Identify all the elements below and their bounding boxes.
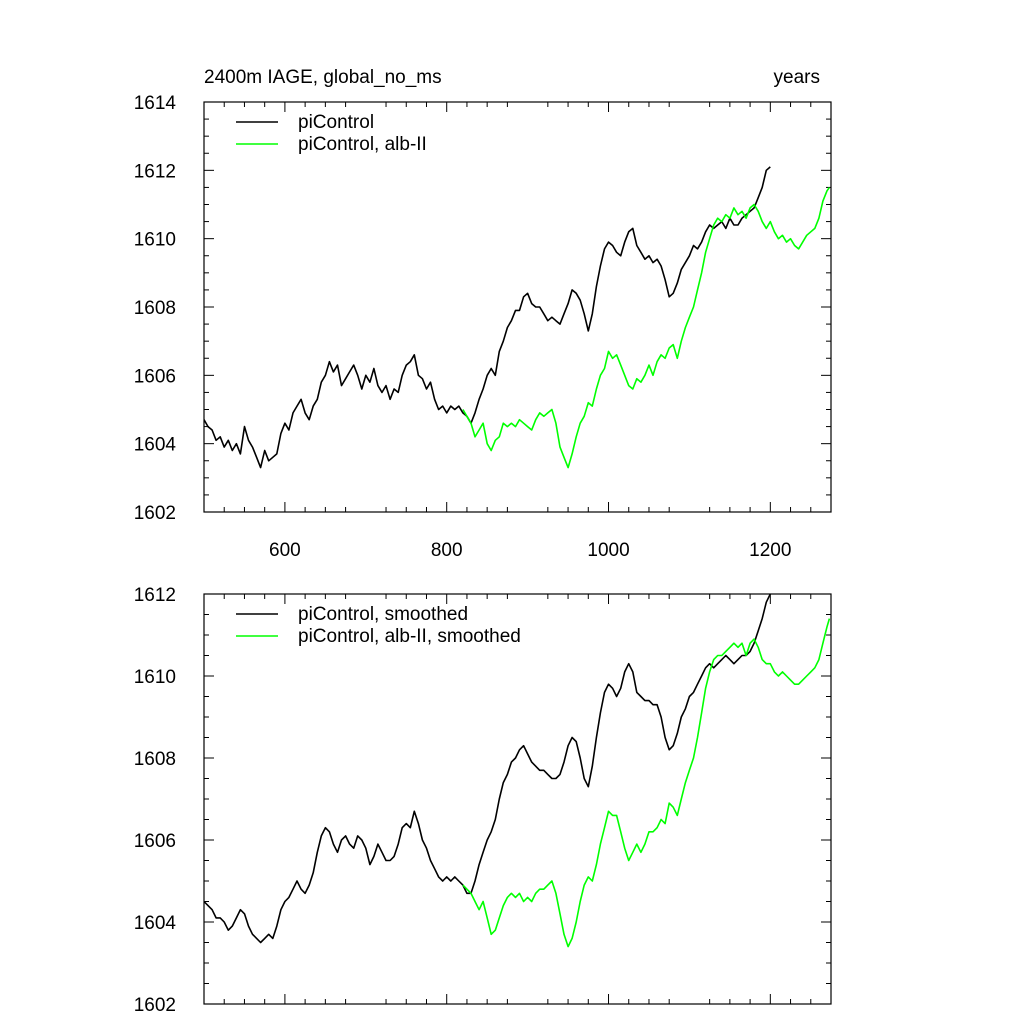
y-tick-label: 1612 (134, 161, 176, 182)
series-line-picontrol (204, 594, 772, 944)
time-unit-label: years (774, 67, 820, 88)
bottom-panel: 1602 1604 1606 1608 1610 1612 piControl, smoot… (134, 585, 832, 1016)
y-tick-label: 1604 (134, 913, 177, 934)
y-tick-label: 1608 (134, 749, 176, 770)
legend-label: piControl (298, 112, 374, 133)
x-tick-label: 800 (431, 540, 463, 561)
plot-frame (203, 593, 832, 1005)
x-tick-label: 1200 (749, 540, 791, 561)
y-tick-label: 1610 (134, 230, 176, 251)
y-tick-label: 1602 (134, 503, 176, 524)
y-tick-label: 1604 (134, 435, 177, 456)
y-tick-label: 1602 (134, 995, 176, 1016)
y-tick-label: 1614 (134, 93, 177, 114)
plot-frame (203, 101, 832, 513)
y-tick-label: 1612 (134, 585, 176, 606)
y-tick-label: 1606 (134, 831, 176, 852)
series-line-picontrol (204, 166, 771, 469)
chart-title: 2400m IAGE, global_no_ms (204, 67, 442, 88)
x-tick-label: 1000 (587, 540, 629, 561)
y-tick-label: 1606 (134, 366, 176, 387)
x-tick-label: 600 (269, 540, 301, 561)
legend-label: piControl, alb-II (298, 134, 427, 155)
top-panel: 1602 1604 1606 1608 1610 1612 1614 600 800 1000 12… (134, 93, 832, 561)
y-tick-label: 1608 (134, 298, 176, 319)
series-line-alb-ii (462, 186, 831, 469)
series-line-alb-ii (462, 618, 831, 948)
y-tick-label: 1610 (134, 667, 176, 688)
legend-label: piControl, smoothed (298, 604, 468, 625)
legend-label: piControl, alb-II, smoothed (298, 626, 521, 647)
